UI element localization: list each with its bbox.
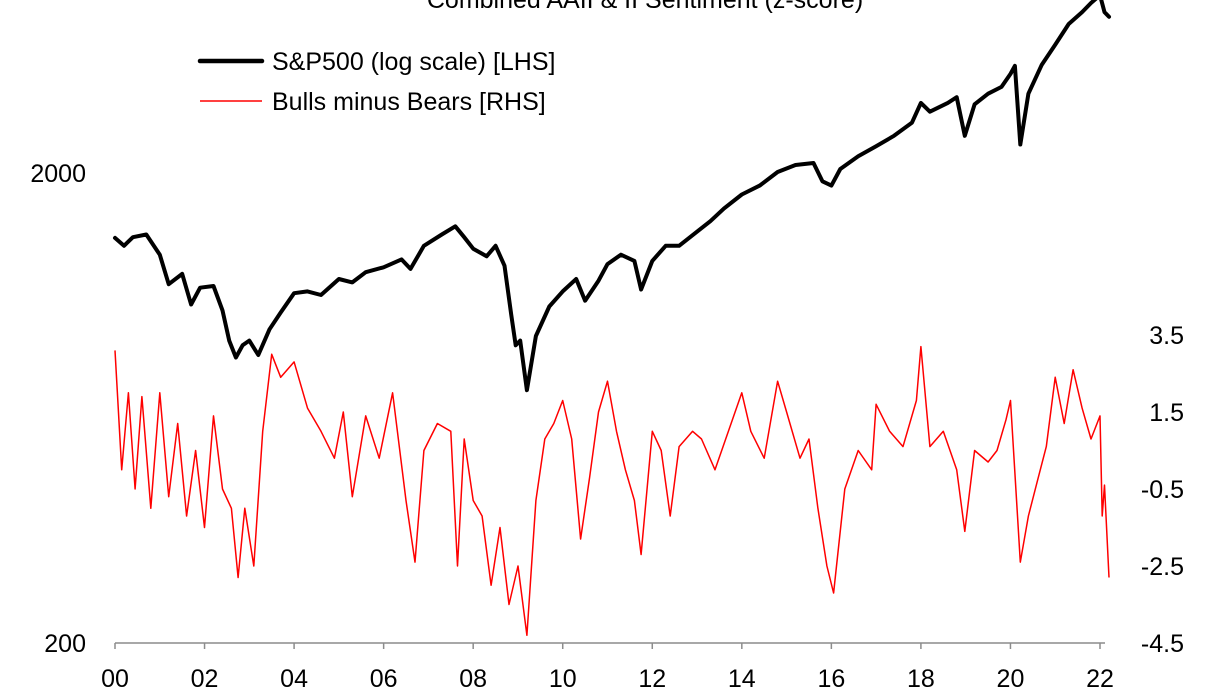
x-tick-label: 06 <box>370 665 398 690</box>
x-tick-label: 18 <box>907 665 935 690</box>
x-tick-label: 14 <box>728 665 756 690</box>
legend-label-sp500: S&P500 (log scale) [LHS] <box>272 48 555 76</box>
axes: 00 02 04 06 08 10 12 14 16 18 20 22 200 2000 3.5 1.5 -0.… <box>30 160 1184 690</box>
right-tick-label: 1.5 <box>1149 399 1184 427</box>
left-tick-label: 2000 <box>30 160 86 188</box>
x-tick-label: 02 <box>191 665 219 690</box>
right-tick-label: -0.5 <box>1141 476 1184 504</box>
x-tick-label: 12 <box>638 665 666 690</box>
x-tick-label: 22 <box>1086 665 1114 690</box>
right-tick-label: 3.5 <box>1149 322 1184 350</box>
plot-area <box>113 0 1111 637</box>
x-tick-label: 20 <box>997 665 1025 690</box>
left-tick-label: 200 <box>44 630 86 658</box>
series-line-sp500 <box>113 0 1111 393</box>
legend-label-bulls-minus-bears: Bulls minus Bears [RHS] <box>272 88 546 116</box>
x-tick-label: 04 <box>280 665 308 690</box>
series-line-bulls-minus-bears <box>114 345 1110 637</box>
x-tick-label: 00 <box>101 665 129 690</box>
x-tick-label: 10 <box>549 665 577 690</box>
x-tick-label: 16 <box>817 665 845 690</box>
chart-title: Combined AAII & II Sentiment (z-score) <box>427 0 863 14</box>
legend: S&P500 (log scale) [LHS] Bulls minus Bea… <box>197 48 555 116</box>
right-tick-label: -2.5 <box>1141 553 1184 581</box>
x-tick-label: 08 <box>459 665 487 690</box>
right-tick-label: -4.5 <box>1141 630 1184 658</box>
